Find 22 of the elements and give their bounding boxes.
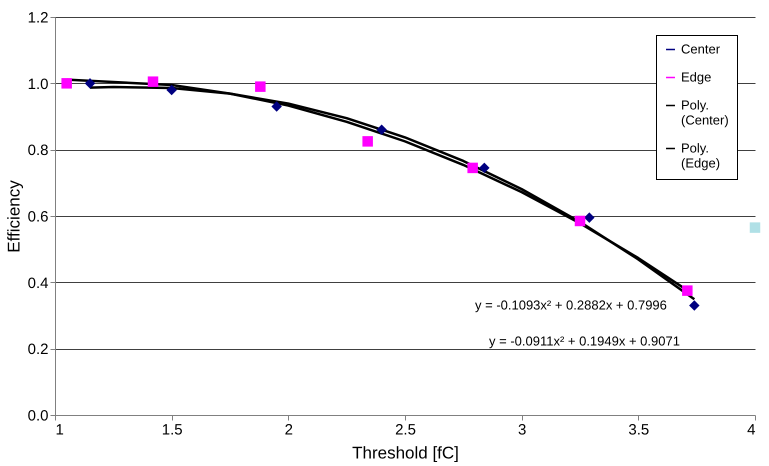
annotation: y = -0.1093x² + 0.2882x + 0.7996 — [475, 298, 667, 313]
x-axis-title: Threshold [fC] — [352, 444, 459, 462]
y-tick-label: 0.4 — [28, 274, 48, 292]
legend-label: Poly. (Edge) — [681, 140, 720, 170]
x-tick-label: 2.5 — [395, 422, 416, 438]
y-tick-label: 0.8 — [28, 142, 48, 160]
y-axis-title: Efficiency — [4, 180, 24, 253]
x-tick-label: 3 — [518, 422, 526, 438]
legend-label: Edge — [681, 70, 712, 84]
annotation: y = -0.0911x² + 0.1949x + 0.9071 — [489, 333, 680, 348]
x-tick-label: 3.5 — [628, 422, 650, 438]
y-tick-label: 0.0 — [28, 408, 48, 424]
y-tick-label: 1.2 — [28, 10, 48, 26]
y-tick-label: 0.2 — [28, 341, 48, 358]
legend-label: Center — [681, 42, 721, 56]
x-tick-label: 4 — [747, 422, 756, 438]
y-tick-label: 1.0 — [28, 76, 48, 93]
x-tick-label: 2 — [284, 422, 294, 438]
legend-label: Poly. (Center) — [681, 98, 729, 128]
x-tick-label: 1.5 — [162, 422, 183, 438]
y-tick-label: 0.6 — [28, 208, 48, 226]
x-tick-label: 1 — [56, 422, 64, 438]
